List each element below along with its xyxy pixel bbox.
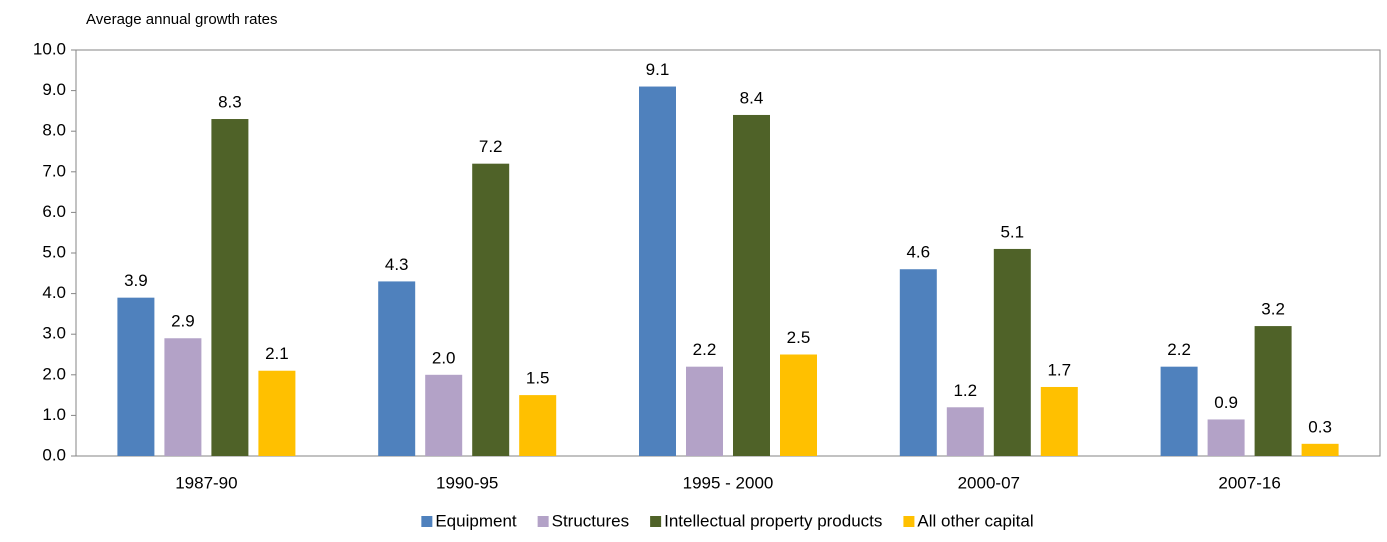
data-label: 1.5 (526, 369, 550, 388)
x-tick-label: 2007-16 (1218, 473, 1280, 492)
y-tick-label: 5.0 (42, 242, 66, 261)
bar (378, 281, 416, 456)
bar (519, 395, 557, 456)
data-label: 2.9 (171, 312, 195, 331)
y-tick-label: 4.0 (42, 283, 66, 302)
data-label: 7.2 (479, 137, 503, 156)
data-label: 0.9 (1214, 393, 1238, 412)
legend-label: Intellectual property products (664, 511, 882, 530)
y-axis-label: Average annual growth rates (86, 11, 278, 28)
y-tick-label: 2.0 (42, 364, 66, 383)
bar (733, 114, 770, 457)
data-label: 2.2 (1167, 340, 1191, 359)
bar (117, 297, 155, 456)
bar (211, 119, 249, 457)
data-label: 4.3 (385, 255, 409, 274)
legend-label: All other capital (917, 511, 1033, 530)
bar (258, 370, 296, 456)
bar (1207, 419, 1245, 456)
data-label: 0.3 (1308, 417, 1332, 436)
data-label: 9.1 (646, 60, 670, 79)
legend-swatch (537, 516, 549, 527)
bar (1254, 326, 1292, 456)
bar (1040, 386, 1078, 456)
bar (1160, 366, 1198, 456)
data-label: 2.5 (787, 328, 811, 347)
bar (164, 338, 202, 456)
bar (639, 86, 676, 456)
y-tick-label: 0.0 (42, 445, 66, 464)
data-label: 2.0 (432, 348, 456, 367)
y-tick-label: 10.0 (33, 39, 66, 58)
data-label: 2.1 (265, 344, 289, 363)
data-label: 3.2 (1261, 300, 1285, 319)
data-label: 1.7 (1047, 360, 1071, 379)
y-tick-label: 3.0 (42, 324, 66, 343)
legend-label: Structures (552, 511, 629, 530)
data-label: 2.2 (693, 340, 717, 359)
y-tick-label: 7.0 (42, 161, 66, 180)
y-tick-label: 8.0 (42, 121, 66, 140)
x-tick-label: 1987-90 (175, 473, 237, 492)
data-label: 5.1 (1000, 222, 1024, 241)
bar (993, 248, 1031, 456)
y-tick-label: 1.0 (42, 405, 66, 424)
data-label: 1.2 (953, 381, 977, 400)
bar (899, 269, 937, 456)
bar (780, 354, 817, 456)
bar (1301, 443, 1339, 456)
legend-swatch (903, 516, 915, 527)
x-tick-label: 2000-07 (958, 473, 1020, 492)
legend-label: Equipment (435, 511, 517, 530)
x-tick-label: 1995 - 2000 (683, 473, 774, 492)
bar (946, 407, 984, 456)
legend-swatch (650, 516, 662, 527)
data-label: 8.3 (218, 93, 242, 112)
x-tick-label: 1990-95 (436, 473, 498, 492)
y-tick-label: 9.0 (42, 80, 66, 99)
bar (425, 374, 463, 456)
data-label: 8.4 (740, 88, 764, 107)
bar (472, 163, 510, 456)
bar (686, 366, 723, 456)
data-label: 4.6 (906, 243, 930, 262)
legend-swatch (421, 516, 433, 527)
y-tick-label: 6.0 (42, 202, 66, 221)
data-label: 3.9 (124, 271, 148, 290)
